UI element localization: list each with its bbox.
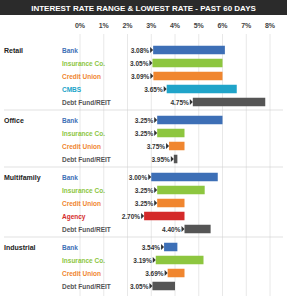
chart: INTEREST RATE RANGE & LOWEST RATE - PAST… bbox=[0, 0, 287, 300]
category-label: Bank bbox=[62, 244, 78, 251]
range-bar bbox=[152, 59, 222, 68]
low-marker bbox=[149, 283, 152, 289]
range-bar bbox=[174, 155, 178, 164]
range-bar bbox=[157, 199, 184, 208]
title-bar bbox=[0, 0, 287, 15]
grid-line bbox=[246, 34, 247, 296]
low-marker bbox=[171, 156, 174, 162]
data-label: 3.69% bbox=[145, 270, 164, 277]
low-marker bbox=[190, 99, 193, 105]
low-marker bbox=[166, 143, 169, 149]
category-label: Debt Fund/REIT bbox=[62, 99, 111, 106]
tick-label: 8% bbox=[265, 22, 276, 29]
bars bbox=[141, 46, 265, 291]
range-bar bbox=[167, 85, 237, 94]
category-label: Debt Fund/REIT bbox=[62, 156, 111, 163]
low-marker bbox=[154, 130, 157, 136]
grid-line bbox=[127, 34, 128, 296]
range-bar bbox=[151, 173, 218, 182]
range-bar bbox=[152, 282, 175, 291]
grid-line bbox=[270, 34, 271, 296]
range-bar bbox=[153, 46, 225, 55]
category-label: Bank bbox=[62, 117, 78, 124]
category-label: Insurance Co. bbox=[62, 187, 105, 194]
data-label: 3.05% bbox=[130, 283, 149, 290]
low-marker bbox=[161, 244, 164, 250]
tick-label: 6% bbox=[217, 22, 228, 29]
low-marker bbox=[150, 47, 153, 53]
range-bar bbox=[168, 269, 185, 278]
category-label: Agency bbox=[62, 213, 86, 221]
data-label: 3.65% bbox=[144, 86, 163, 93]
category-label: Insurance Co. bbox=[62, 130, 105, 137]
data-label: 3.25% bbox=[135, 187, 154, 194]
data-label: 3.25% bbox=[135, 117, 154, 124]
low-marker bbox=[153, 257, 156, 263]
category-label: Debt Fund/REIT bbox=[62, 283, 111, 290]
labels: Retail Bank 3.08% Insurance Co. 3.05% Credit … bbox=[4, 47, 189, 290]
data-label: 3.09% bbox=[131, 73, 150, 80]
data-label: 4.75% bbox=[170, 99, 189, 106]
range-bar bbox=[156, 256, 204, 265]
data-label: 3.54% bbox=[142, 244, 161, 251]
data-label: 2.70% bbox=[122, 213, 141, 220]
category-label: Credit Union bbox=[62, 143, 101, 150]
data-label: 3.19% bbox=[133, 257, 152, 264]
category-label: Bank bbox=[62, 174, 78, 181]
group-label: Retail bbox=[4, 47, 23, 54]
low-marker bbox=[150, 73, 153, 79]
range-bar bbox=[193, 98, 265, 107]
group-label: Multifamily bbox=[4, 174, 41, 182]
group-separator bbox=[4, 167, 283, 168]
group-separator bbox=[4, 110, 283, 111]
range-bar bbox=[157, 129, 184, 138]
data-label: 3.25% bbox=[135, 130, 154, 137]
range-bar bbox=[153, 72, 222, 81]
category-label: Credit Union bbox=[62, 270, 101, 277]
group-label: Industrial bbox=[4, 244, 36, 251]
data-label: 3.05% bbox=[130, 60, 149, 67]
tick-label: 7% bbox=[241, 22, 252, 29]
range-bar bbox=[169, 142, 184, 151]
tick-label: 5% bbox=[194, 22, 205, 29]
low-marker bbox=[154, 117, 157, 123]
low-marker bbox=[141, 213, 144, 219]
category-label: Debt Fund/REIT bbox=[62, 226, 111, 233]
low-marker bbox=[164, 86, 167, 92]
tick-label: 0% bbox=[75, 22, 86, 29]
low-marker bbox=[149, 60, 152, 66]
tick-label: 1% bbox=[99, 22, 110, 29]
category-label: Insurance Co. bbox=[62, 60, 105, 67]
group-separator bbox=[4, 237, 283, 238]
title: INTEREST RATE RANGE & LOWEST RATE - PAST… bbox=[31, 4, 256, 13]
tick-label: 3% bbox=[146, 22, 157, 29]
data-label: 3.08% bbox=[131, 47, 150, 54]
low-marker bbox=[154, 200, 157, 206]
category-label: CMBS bbox=[62, 86, 82, 93]
range-bar bbox=[157, 116, 222, 125]
category-label: Credit Union bbox=[62, 73, 101, 80]
data-label: 3.95% bbox=[151, 156, 170, 163]
range-bar bbox=[164, 243, 177, 252]
tick-label: 4% bbox=[170, 22, 181, 29]
data-label: 3.00% bbox=[129, 174, 148, 181]
low-marker bbox=[154, 187, 157, 193]
data-label: 3.75% bbox=[147, 143, 166, 150]
category-label: Insurance Co. bbox=[62, 257, 105, 264]
data-label: 4.40% bbox=[162, 226, 181, 233]
low-marker bbox=[165, 270, 168, 276]
tick-label: 2% bbox=[122, 22, 133, 29]
low-marker bbox=[182, 226, 185, 232]
category-label: Credit Union bbox=[62, 200, 101, 207]
group-label: Office bbox=[4, 117, 24, 124]
range-bar bbox=[157, 186, 205, 195]
range-bar bbox=[144, 212, 184, 221]
range-bar bbox=[185, 225, 211, 234]
category-label: Bank bbox=[62, 47, 78, 54]
data-label: 3.25% bbox=[135, 200, 154, 207]
low-marker bbox=[148, 174, 151, 180]
